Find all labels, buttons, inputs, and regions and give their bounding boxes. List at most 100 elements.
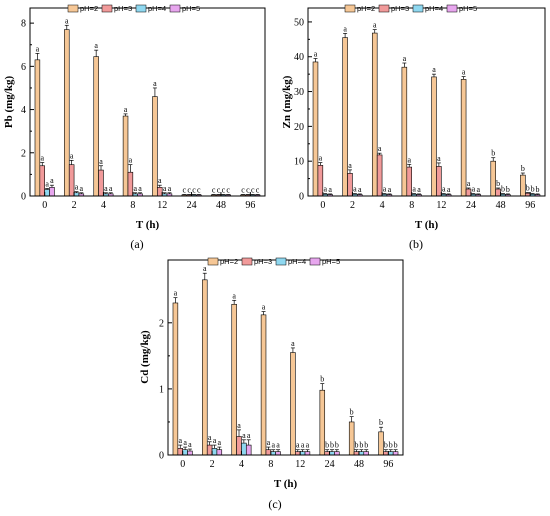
significance-label: a <box>388 185 392 194</box>
significance-label: c <box>241 185 245 194</box>
significance-label: b <box>496 179 500 188</box>
bar-pH=2-48 <box>348 421 355 456</box>
significance-label: b <box>359 441 363 450</box>
bar-pH=4-0 <box>44 189 50 197</box>
legend-label: pH=5 <box>182 4 200 13</box>
legend-label: pH=4 <box>288 257 306 266</box>
significance-label: a <box>94 41 98 50</box>
bar-pH=2-0 <box>312 61 319 197</box>
significance-label: a <box>218 438 222 447</box>
bar-pH=2-48 <box>490 160 496 197</box>
significance-label: a <box>378 144 382 153</box>
bar-pH=3-48 <box>495 188 501 197</box>
panel-label: (c) <box>268 497 281 511</box>
legend-label: pH=4 <box>425 4 443 13</box>
bar-pH=2-24 <box>319 389 326 456</box>
x-tick-label: 2 <box>72 200 77 211</box>
y-tick-label: 4 <box>21 105 26 116</box>
significance-label: c <box>197 185 201 194</box>
x-tick-label: 0 <box>42 200 47 211</box>
y-tick-label: 0 <box>159 451 164 462</box>
significance-label: b <box>491 149 495 158</box>
y-axis-label: Pb (mg/kg) <box>3 76 15 129</box>
significance-label: c <box>212 185 216 194</box>
significance-label: a <box>70 151 74 160</box>
significance-label: a <box>442 185 446 194</box>
legend-swatch-pH=3 <box>101 4 113 13</box>
legend-label: pH=2 <box>220 257 238 266</box>
significance-label: a <box>437 154 441 163</box>
significance-label: a <box>291 339 295 348</box>
significance-label: b <box>320 375 324 384</box>
x-tick-label: 96 <box>245 200 255 211</box>
significance-label: a <box>203 264 207 273</box>
significance-label: b <box>521 164 525 173</box>
plot-frame <box>29 7 266 197</box>
x-tick-label: 2 <box>350 200 355 211</box>
y-tick-label: 40 <box>294 52 304 63</box>
significance-label: a <box>237 421 241 430</box>
x-axis-label: T (h) <box>415 219 439 231</box>
legend-label: pH=3 <box>254 257 272 266</box>
bar-pH=3-24 <box>465 188 472 197</box>
y-axis-label: Cd (mg/kg) <box>139 330 151 384</box>
significance-label: b <box>506 185 510 194</box>
significance-label: a <box>467 179 471 188</box>
significance-label: b <box>526 184 530 193</box>
bar-pH=3-4 <box>98 169 104 197</box>
significance-label: c <box>183 185 187 194</box>
legend-label: pH=2 <box>80 4 98 13</box>
significance-label: c <box>226 185 230 194</box>
significance-label: a <box>138 184 142 193</box>
significance-label: b <box>379 418 383 427</box>
y-tick-label: 2 <box>21 148 26 159</box>
bar-pH=3-2 <box>68 164 75 197</box>
significance-label: a <box>403 54 407 63</box>
significance-label: a <box>462 68 466 77</box>
significance-label: a <box>36 44 40 53</box>
x-tick-label: 48 <box>496 200 506 211</box>
x-tick-label: 96 <box>383 459 393 470</box>
significance-label: a <box>174 289 178 298</box>
significance-label: a <box>99 157 103 166</box>
bar-pH=2-96 <box>378 431 384 456</box>
bar-pH=2-12 <box>152 96 158 197</box>
x-tick-label: 4 <box>101 200 106 211</box>
bar-pH=2-4 <box>231 303 237 456</box>
bar-pH=3-8 <box>127 171 134 197</box>
significance-label: b <box>384 441 388 450</box>
x-tick-label: 4 <box>239 459 244 470</box>
x-tick-label: 12 <box>157 200 167 211</box>
significance-label: a <box>153 79 157 88</box>
significance-label: a <box>417 185 421 194</box>
significance-label: a <box>358 185 362 194</box>
significance-label: a <box>373 21 377 30</box>
legend-label: pH=3 <box>391 4 409 13</box>
legend-swatch-pH=3 <box>241 257 253 266</box>
significance-label: a <box>124 105 128 114</box>
significance-label: c <box>256 185 260 194</box>
significance-label: a <box>109 184 113 193</box>
y-tick-label: 10 <box>294 157 304 168</box>
significance-label: a <box>476 185 480 194</box>
significance-label: a <box>45 179 49 188</box>
significance-label: a <box>306 441 310 450</box>
significance-label: c <box>246 185 250 194</box>
legend-label: pH=5 <box>459 4 477 13</box>
legend-swatch-pH=2 <box>67 4 79 13</box>
significance-label: a <box>432 65 436 74</box>
significance-label: a <box>383 185 387 194</box>
bar-pH=5-4 <box>245 444 252 456</box>
panel-label: (a) <box>130 237 143 251</box>
x-tick-label: 12 <box>436 200 446 211</box>
significance-label: c <box>222 185 226 194</box>
bar-pH=2-4 <box>93 56 99 197</box>
significance-label: a <box>213 436 217 445</box>
significance-label: a <box>232 291 236 300</box>
legend: pH=2 pH=3 pH=4 pH=5 <box>67 4 200 13</box>
x-tick-label: 8 <box>409 200 414 211</box>
significance-label: a <box>267 438 271 447</box>
bar-pH=5-0 <box>187 450 193 456</box>
